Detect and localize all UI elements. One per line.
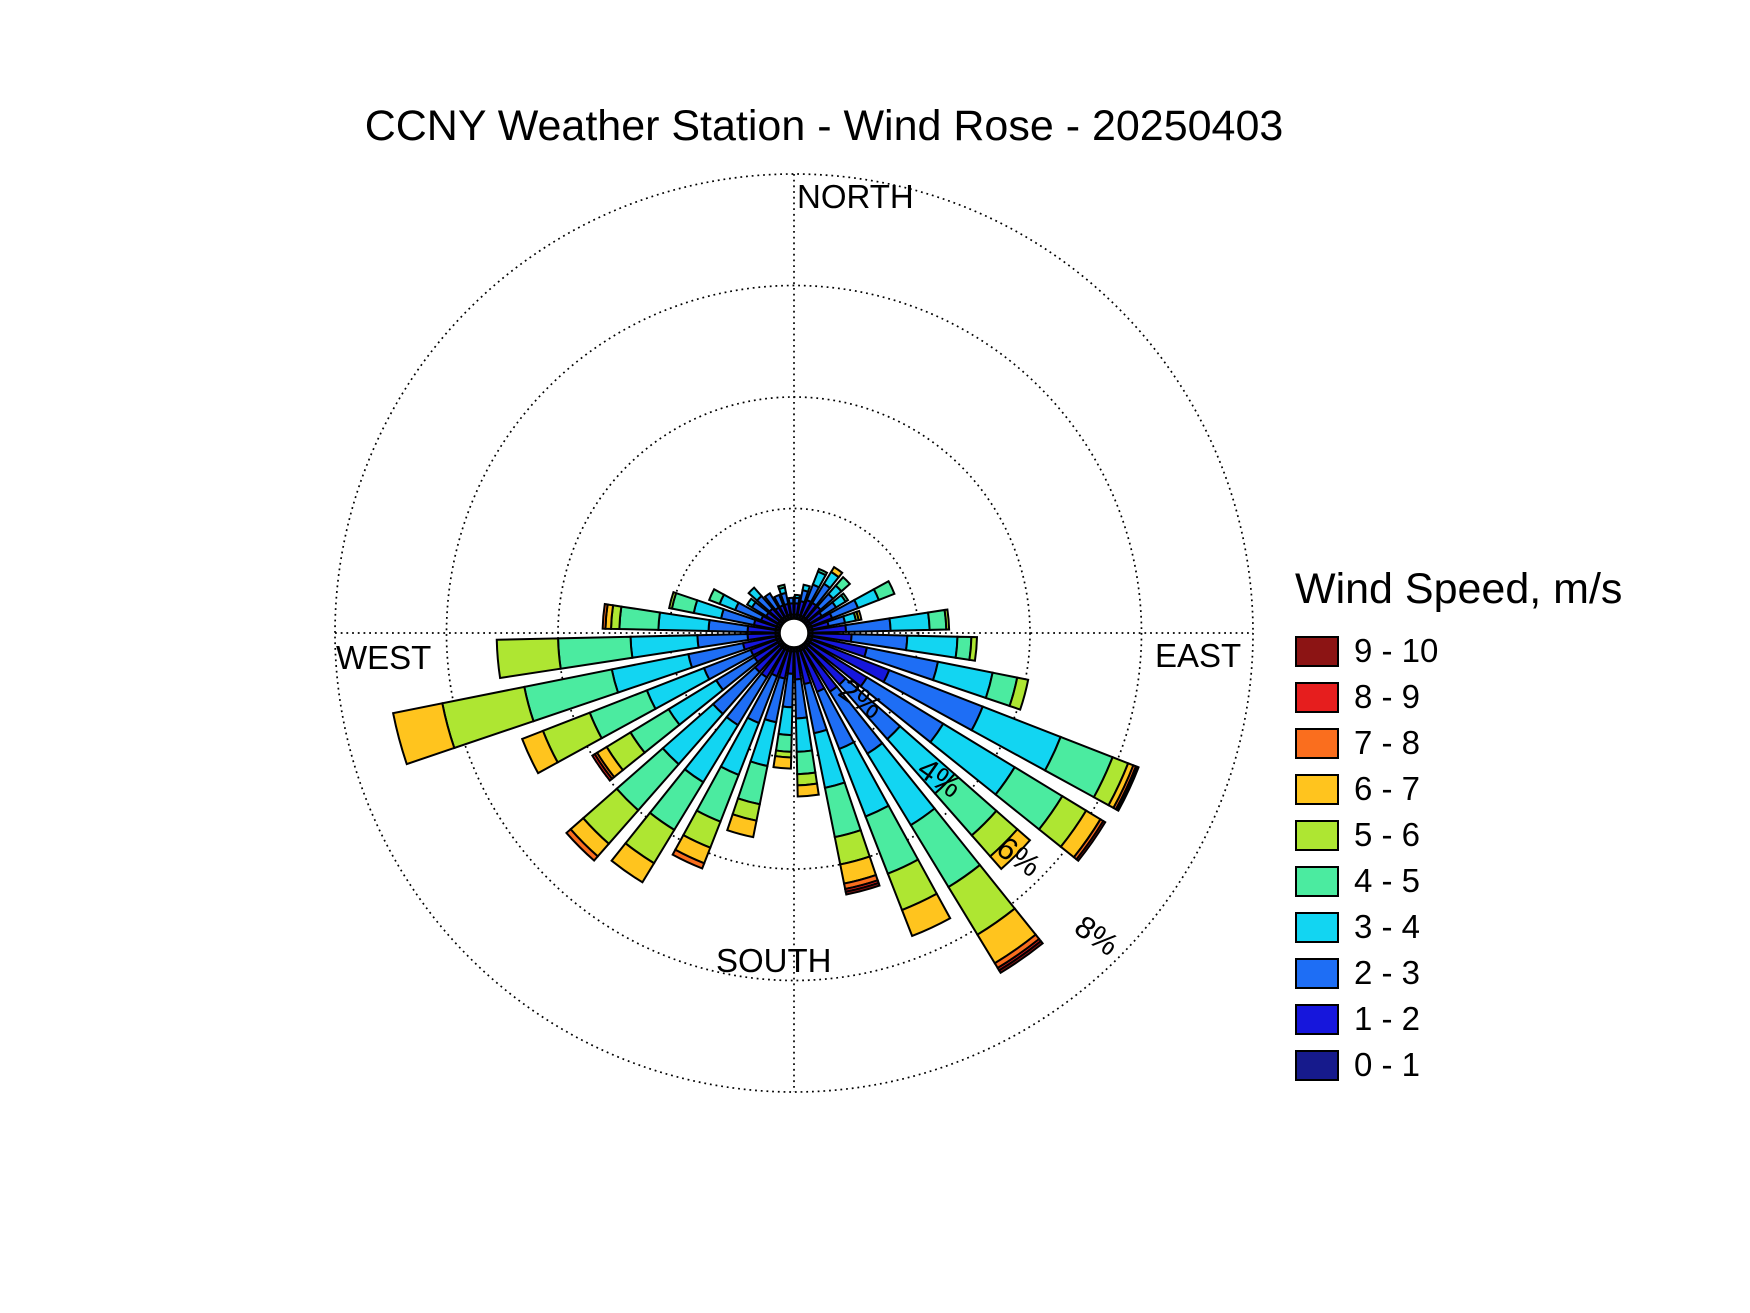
petal-segment (795, 749, 817, 776)
petal-segment (772, 754, 793, 770)
petal-segment (520, 729, 560, 775)
legend-swatch-4-5 (1295, 865, 1339, 897)
petal-segment (988, 827, 1032, 871)
center-hub (779, 618, 809, 648)
legend-label: 1 - 2 (1354, 1000, 1421, 1037)
petal-segment (1116, 765, 1140, 812)
petal-segment (943, 608, 951, 631)
petal-segment (618, 605, 662, 631)
legend-row: 9 - 10 (1295, 628, 1622, 674)
legend-swatch-3-4 (1295, 911, 1339, 943)
petal-segment (816, 567, 829, 577)
petal-segment (900, 892, 952, 938)
petal-segment (794, 716, 814, 753)
legend-row: 1 - 2 (1295, 996, 1622, 1042)
petal-segment (707, 587, 726, 606)
petal-segment (668, 590, 678, 610)
petal-segment (774, 732, 793, 753)
petal-segment (777, 705, 794, 737)
chart-title: CCNY Weather Station - Wind Rose - 20250… (364, 102, 1284, 150)
petal-segment (1008, 676, 1030, 711)
petal-segment (590, 752, 614, 782)
petal-segment (997, 939, 1045, 975)
legend-swatch-9-10 (1295, 635, 1339, 667)
petal-segment (763, 591, 780, 612)
legend-row: 7 - 8 (1295, 720, 1622, 766)
axis-label-north: NORTH (797, 178, 914, 215)
petal-segment (793, 593, 801, 600)
petal-segment (441, 685, 535, 750)
petal-segment (745, 597, 757, 609)
legend-label: 3 - 4 (1354, 908, 1421, 945)
legend-swatch-8-9 (1295, 681, 1339, 713)
legend-title: Wind Speed, m/s (1295, 565, 1623, 613)
petal-segment (834, 575, 852, 593)
petal-segment (844, 881, 881, 896)
petal-segment (788, 602, 795, 616)
legend-swatch-1-2 (1295, 1003, 1339, 1035)
legend-row: 3 - 4 (1295, 904, 1622, 950)
petal-segment (565, 827, 600, 862)
axis-label-west: WEST (336, 639, 432, 676)
legend-label: 4 - 5 (1354, 862, 1421, 899)
legend-label: 5 - 6 (1354, 816, 1421, 853)
petal-segment (773, 593, 785, 609)
legend-row: 5 - 6 (1295, 812, 1622, 858)
legend-label: 8 - 9 (1354, 678, 1421, 715)
petal-segment (855, 609, 863, 622)
axis-label-south: SOUTH (716, 942, 832, 979)
legend-swatch-0-1 (1295, 1049, 1339, 1081)
petal-segment (671, 848, 706, 870)
petal-segment (926, 608, 948, 631)
petal-segment (495, 637, 562, 680)
petal-segment (904, 634, 959, 659)
legend-label: 9 - 10 (1354, 632, 1439, 669)
legend-label: 0 - 1 (1354, 1046, 1421, 1083)
petal-segment (776, 583, 787, 591)
petal-segment (787, 596, 795, 605)
legend: Wind Speed, m/s 9 - 10 8 - 9 7 - 8 6 - 7… (1295, 565, 1622, 1088)
grid-ring-6pct (445, 284, 1143, 982)
grid-ring-2pct (668, 507, 920, 759)
petal-segment (829, 565, 844, 579)
petal-segment (801, 583, 812, 593)
petal-segment (747, 586, 763, 602)
legend-swatch-2-3 (1295, 957, 1339, 989)
legend-swatch-6-7 (1295, 773, 1339, 805)
axis-label-east: EAST (1155, 637, 1242, 674)
legend-label: 6 - 7 (1354, 770, 1421, 807)
legend-swatch-5-6 (1295, 819, 1339, 851)
legend-row: 2 - 3 (1295, 950, 1622, 996)
legend-row: 8 - 9 (1295, 674, 1622, 720)
legend-row: 6 - 7 (1295, 766, 1622, 812)
legend-row: 4 - 5 (1295, 858, 1622, 904)
petal-segment (888, 611, 931, 632)
legend-label: 2 - 3 (1354, 954, 1421, 991)
petal-segment (601, 602, 609, 630)
petal-segment (796, 782, 820, 798)
petal-segment (610, 841, 656, 884)
petal-segment (839, 592, 850, 604)
petal-segment (872, 579, 896, 602)
petal-segment (968, 636, 979, 662)
petal-segment (391, 702, 456, 766)
petal-segment (1075, 819, 1107, 863)
petal-segment (557, 635, 634, 670)
legend-label: 7 - 8 (1354, 724, 1421, 761)
petal-segment (726, 813, 758, 839)
legend-swatch-7-8 (1295, 727, 1339, 759)
legend-row: 0 - 1 (1295, 1042, 1622, 1088)
